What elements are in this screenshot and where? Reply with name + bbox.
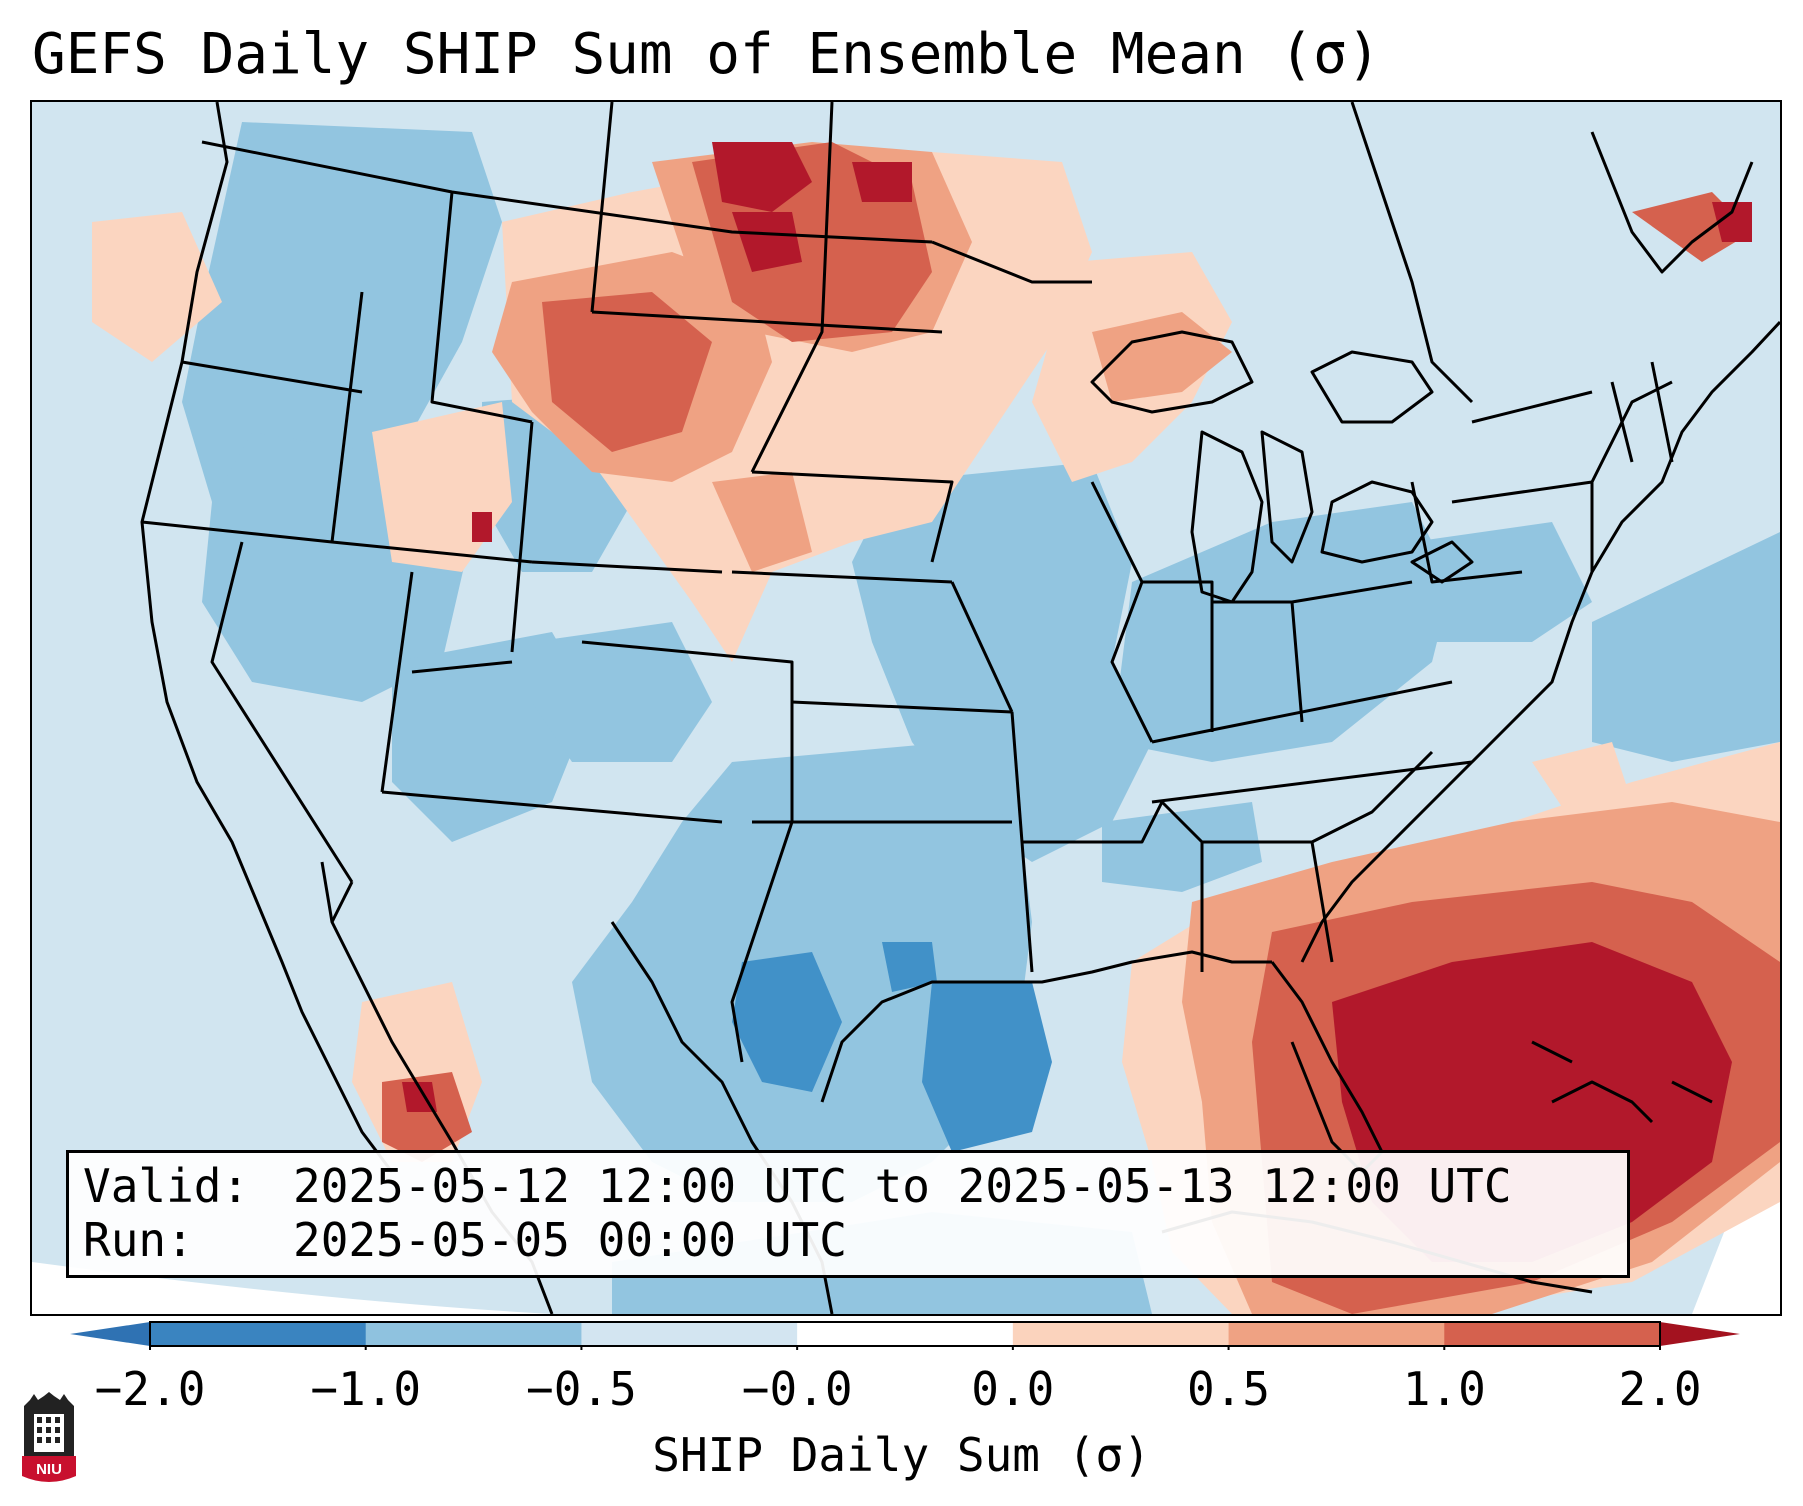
colorbar xyxy=(70,1321,1740,1350)
colorbar-tick-label: −1.0 xyxy=(310,1362,422,1416)
valid-row: Valid: 2025-05-12 12:00 UTC to 2025-05-13… xyxy=(83,1159,1627,1213)
domain-edge xyxy=(1692,1192,1780,1314)
run-row: Run: 2025-05-05 00:00 UTC xyxy=(83,1213,1627,1267)
run-value: 2025-05-05 00:00 UTC xyxy=(293,1213,847,1267)
logo-text: NIU xyxy=(36,1461,62,1478)
niu-logo-icon: NIU xyxy=(22,1392,76,1482)
colorbar-segment xyxy=(797,1322,1014,1346)
colorbar-tick-label: −2.0 xyxy=(94,1362,206,1416)
political-boundaries xyxy=(141,102,1674,1063)
field-negative-strong xyxy=(732,942,1052,1152)
colorbar-segment xyxy=(1012,1322,1230,1346)
colorbar-segment xyxy=(581,1322,798,1346)
colorbar-extend-high xyxy=(1660,1322,1740,1346)
colorbar-tick-label: 0.0 xyxy=(971,1362,1055,1416)
colorbar-segment xyxy=(1444,1322,1661,1346)
valid-run-info-box: Valid: 2025-05-12 12:00 UTC to 2025-05-13… xyxy=(66,1150,1630,1278)
colorbar-segment xyxy=(1228,1322,1445,1346)
colorbar-tick-label: 1.0 xyxy=(1402,1362,1486,1416)
map-panel xyxy=(30,100,1782,1316)
colorbar-segment xyxy=(365,1322,582,1346)
colorbar-outline xyxy=(149,1321,1661,1347)
field-negative-mid xyxy=(182,122,1780,1314)
map-title: GEFS Daily SHIP Sum of Ensemble Mean (σ) xyxy=(32,22,1381,87)
valid-value: 2025-05-12 12:00 UTC to 2025-05-13 12:00… xyxy=(293,1159,1512,1213)
colorbar-extend-low xyxy=(70,1322,150,1346)
domain-edge xyxy=(32,1262,552,1314)
colorbar-tick-label: 0.5 xyxy=(1187,1362,1271,1416)
colorbar-tick-label: −0.0 xyxy=(741,1362,853,1416)
valid-label: Valid: xyxy=(83,1159,250,1213)
colorbar-label: SHIP Daily Sum (σ) xyxy=(652,1428,1151,1482)
run-label: Run: xyxy=(83,1213,194,1267)
colorbar-segment xyxy=(150,1322,367,1346)
ship-anomaly-map xyxy=(32,102,1780,1314)
colorbar-tick-label: −0.5 xyxy=(526,1362,637,1416)
colorbar-tick-label: 2.0 xyxy=(1618,1362,1702,1416)
coastlines xyxy=(140,102,1780,1314)
